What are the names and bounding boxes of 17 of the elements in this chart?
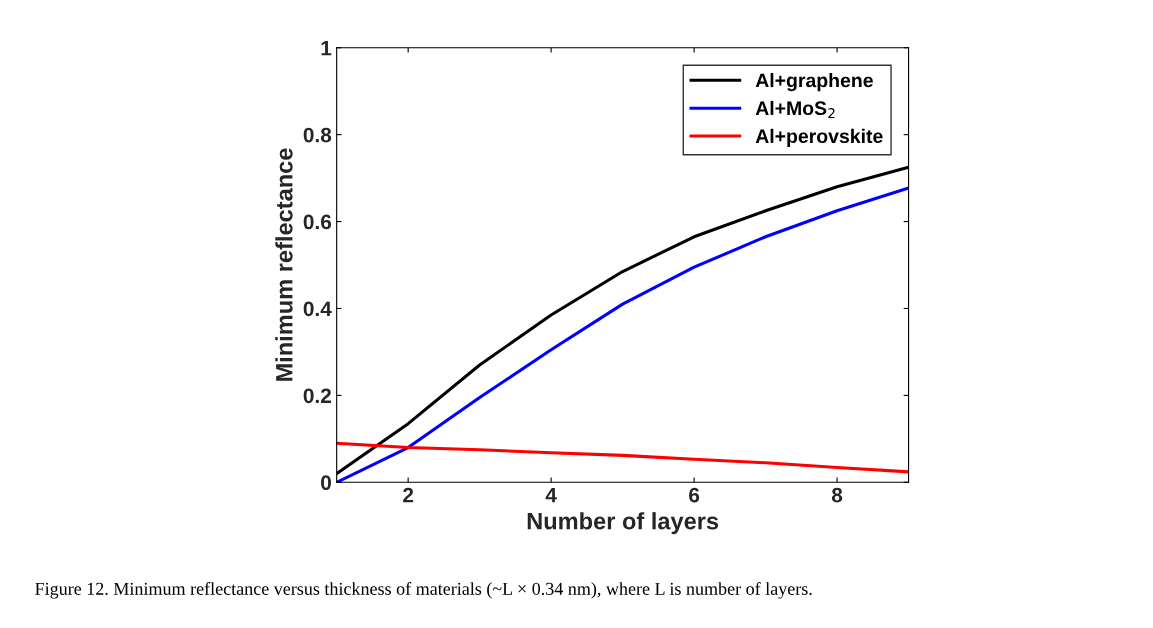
line-series	[336, 441, 909, 474]
y-tick-label: 0	[321, 475, 331, 491]
caption: Figure 12. Minimum reflectance versus thickness of materials (~L × 0.34 nm), where L is number of layers.	[35, 582, 812, 599]
y-tick-label: 0.2	[303, 388, 331, 404]
x-tick-label: 8	[831, 487, 843, 503]
legend-label: Al+graphene	[755, 73, 873, 92]
y-tick-label: 0.8	[303, 127, 332, 143]
x-tick-label: 6	[689, 487, 700, 503]
legend-label: Al+perovskite	[755, 128, 883, 147]
y-tick-label: 0.4	[303, 301, 332, 317]
x-tick-label: 2	[403, 487, 414, 503]
x-tick-label: 4	[545, 487, 557, 503]
legend-label: Al+MoS$_{2}$	[755, 100, 835, 119]
y-tick-label: 1	[321, 40, 332, 56]
x-axis-title: Number of layers	[527, 512, 719, 535]
y-tick-label: 0.6	[303, 214, 332, 230]
y-axis-title: Minimum reflectance	[275, 148, 293, 381]
